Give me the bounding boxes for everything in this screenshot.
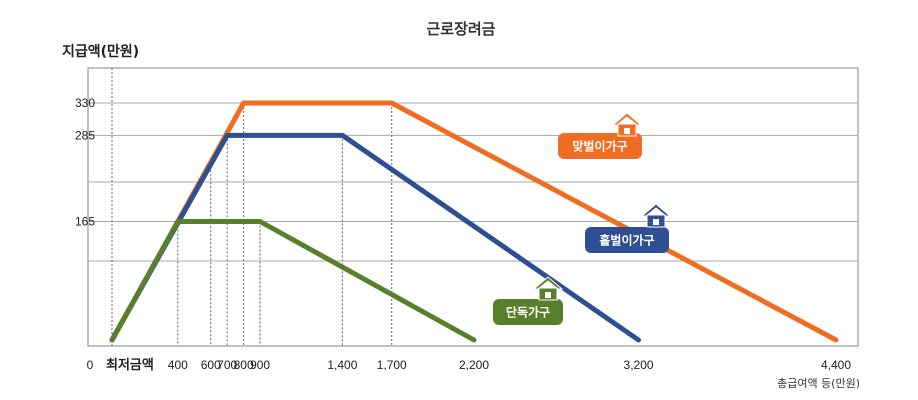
series-tag-box (585, 227, 669, 253)
x-tick-label: 600 (201, 358, 221, 372)
series-line (109, 219, 477, 343)
x-tick-label: 1,700 (377, 358, 407, 372)
house-window (653, 219, 659, 225)
x-tick-label: 400 (168, 358, 188, 372)
series-tag: 홑벌이가구 (585, 203, 672, 253)
house-window (545, 292, 551, 298)
series-tag: 단독가구 (493, 276, 564, 325)
x-axis-label: 총급여액 등(만원) (777, 377, 860, 390)
y-zero-label: 0 (87, 358, 94, 372)
house-roof (532, 276, 564, 290)
y-tick-label: 165 (75, 215, 95, 229)
x-tick-label: 4,400 (821, 358, 851, 372)
x-min-label: 최저금액 (106, 358, 154, 373)
x-tick-label: 1,400 (327, 358, 357, 372)
plot-area (87, 67, 859, 347)
series-tag-label: 단독가구 (506, 305, 550, 320)
series-tag-label: 맞벌이가구 (572, 139, 627, 154)
house-icon (532, 276, 564, 301)
series-layer (109, 100, 839, 343)
house-roof (640, 203, 672, 217)
x-tick-label: 800 (234, 358, 254, 372)
house-icon (640, 203, 672, 228)
series-tag-label: 홑벌이가구 (599, 233, 654, 248)
guide-lines (111, 68, 393, 346)
house-window (624, 128, 630, 134)
chart-title: 근로장려금 (426, 20, 495, 38)
series-tag-box (558, 133, 642, 159)
y-axis-label: 지급액(만원) (62, 43, 139, 60)
x-tick-label: 700 (217, 358, 237, 372)
series-tag-box (493, 299, 563, 325)
y-tick-label: 330 (75, 96, 95, 110)
x-tick-label: 900 (250, 358, 270, 372)
x-tick-label: 2,200 (459, 358, 489, 372)
house-roof (611, 112, 643, 126)
y-tick-labels: 165 285 330 (75, 96, 95, 229)
x-tick-label: 3,200 (624, 358, 654, 372)
series-tag: 맞벌이가구 (558, 112, 643, 159)
house-icon (611, 112, 643, 137)
y-tick-label: 285 (75, 128, 95, 142)
